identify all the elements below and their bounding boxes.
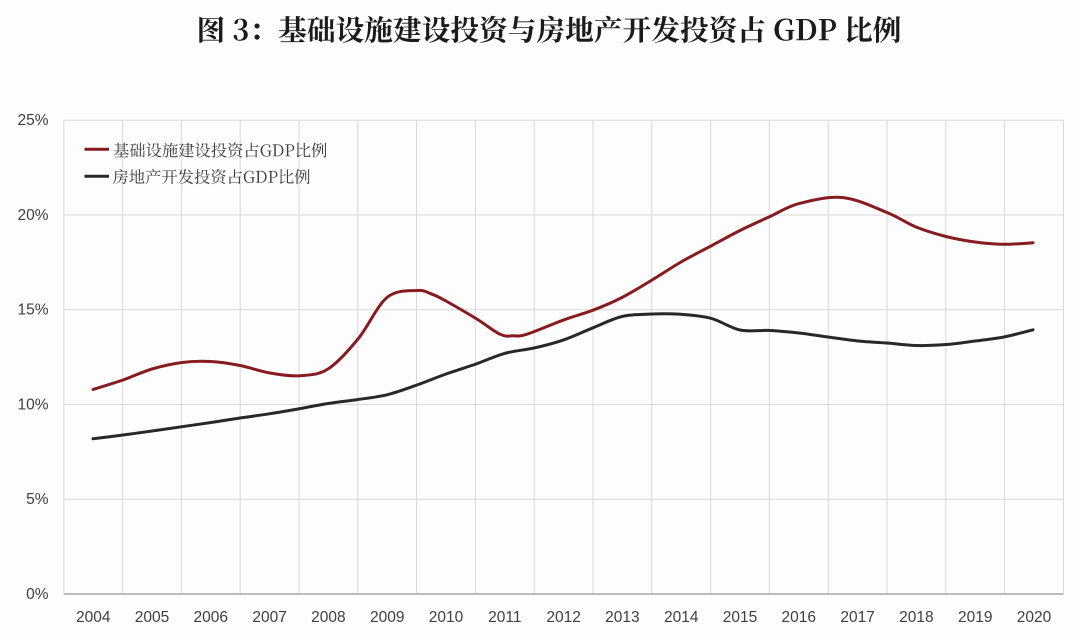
svg-text:2005: 2005 bbox=[135, 609, 169, 626]
svg-text:2015: 2015 bbox=[723, 609, 757, 626]
svg-text:2018: 2018 bbox=[899, 609, 933, 626]
svg-text:2013: 2013 bbox=[605, 609, 639, 626]
svg-text:2012: 2012 bbox=[546, 609, 580, 626]
svg-text:2010: 2010 bbox=[429, 609, 464, 626]
svg-text:2007: 2007 bbox=[252, 609, 286, 626]
svg-text:2017: 2017 bbox=[840, 609, 874, 626]
svg-text:20%: 20% bbox=[17, 207, 48, 224]
svg-text:2016: 2016 bbox=[782, 609, 816, 626]
svg-text:2006: 2006 bbox=[194, 609, 228, 626]
svg-text:2008: 2008 bbox=[311, 609, 345, 626]
svg-text:2019: 2019 bbox=[958, 609, 992, 626]
svg-text:2009: 2009 bbox=[370, 609, 404, 626]
svg-text:2004: 2004 bbox=[76, 609, 111, 626]
svg-text:2011: 2011 bbox=[488, 609, 521, 626]
svg-text:2020: 2020 bbox=[1017, 609, 1052, 626]
svg-text:5%: 5% bbox=[26, 491, 49, 508]
svg-text:2014: 2014 bbox=[664, 609, 699, 626]
svg-text:15%: 15% bbox=[17, 302, 48, 319]
svg-text:10%: 10% bbox=[17, 396, 48, 413]
svg-text:0%: 0% bbox=[26, 586, 49, 603]
svg-text:25%: 25% bbox=[17, 112, 48, 129]
